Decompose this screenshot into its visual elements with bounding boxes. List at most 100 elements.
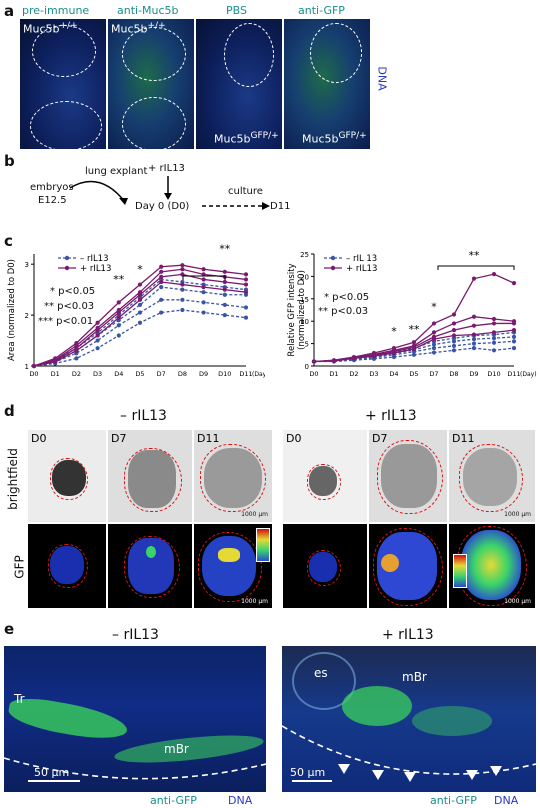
x-tick-label: D2 xyxy=(349,370,358,378)
data-point xyxy=(180,272,185,277)
data-point xyxy=(491,330,497,335)
y-axis-label: Relative GFP intensity xyxy=(287,263,297,356)
arrowhead-marker xyxy=(338,764,350,774)
data-point xyxy=(511,321,517,326)
color-scale xyxy=(256,528,270,562)
day-label: D7 xyxy=(372,432,388,445)
data-point xyxy=(137,282,143,287)
data-point xyxy=(243,305,249,310)
panel-b-letter: b xyxy=(4,152,15,170)
bf-plus-d0: D0 xyxy=(283,430,367,522)
trachea-label: Tr xyxy=(14,692,25,706)
data-point xyxy=(491,316,497,322)
bf-minus-d0: D0 xyxy=(28,430,106,522)
data-point xyxy=(95,320,100,325)
data-point xyxy=(243,315,249,320)
data-point xyxy=(137,297,143,302)
data-point xyxy=(137,292,143,297)
brightfield-label: brightfield xyxy=(5,448,20,510)
y-tick-label: 10 xyxy=(300,318,309,326)
data-point xyxy=(201,310,206,315)
data-point xyxy=(159,269,164,274)
timeline-arrows xyxy=(69,176,270,210)
day-unit-label: (Day) xyxy=(252,371,265,378)
data-point xyxy=(451,348,457,353)
data-point xyxy=(431,342,437,347)
day-label: D7 xyxy=(111,432,127,445)
significance-mark: ** xyxy=(113,273,125,286)
data-point xyxy=(116,323,121,328)
x-tick-label: D7 xyxy=(429,370,438,378)
x-tick-label: D11 xyxy=(239,370,252,378)
significance-mark: * xyxy=(431,300,437,313)
data-point xyxy=(180,297,185,302)
legend-marker xyxy=(64,255,70,261)
legend-marker xyxy=(64,265,70,271)
data-point xyxy=(331,358,337,364)
data-point xyxy=(431,350,437,355)
data-point xyxy=(411,340,417,345)
legend-label: + rIL13 xyxy=(346,264,377,274)
panel-a-header-4: anti-GFP xyxy=(298,4,345,17)
data-point xyxy=(222,279,227,285)
day-label: D11 xyxy=(452,432,475,445)
x-tick-label: D11 xyxy=(507,370,520,378)
panel-a-header-3: PBS xyxy=(226,4,247,17)
main-bronchus-label-plus: mBr xyxy=(402,670,427,684)
data-point xyxy=(471,345,477,351)
data-point xyxy=(471,332,477,337)
gfp-plus-d0 xyxy=(283,524,367,608)
micrograph-pbs: Muc5bGFP/+ xyxy=(196,19,282,149)
day0-label: Day 0 (D0) xyxy=(135,201,190,212)
explant-arrow xyxy=(69,180,126,203)
x-tick-label: D8 xyxy=(449,370,458,378)
legend-label: – rIL 13 xyxy=(346,254,377,264)
micrograph-anti-gfp: Muc5bGFP/+ xyxy=(284,19,370,149)
scale-bar-label: 1000 μm xyxy=(241,598,268,605)
data-point xyxy=(511,345,517,351)
panel-a-header-1: pre-immune xyxy=(22,4,90,17)
stain-gfp-label-left: anti-GFP xyxy=(150,794,197,807)
data-point xyxy=(351,356,357,361)
data-point xyxy=(431,321,437,326)
data-point xyxy=(411,346,417,352)
scale-label: 50 μm xyxy=(34,766,70,779)
data-point xyxy=(222,312,227,318)
stain-dna-label-right: DNA xyxy=(494,794,519,807)
e-group-minus-label: – rIL13 xyxy=(112,627,159,643)
data-point xyxy=(116,310,121,315)
data-point xyxy=(471,337,477,342)
arrowhead-marker xyxy=(372,770,384,780)
data-point xyxy=(471,323,477,328)
x-tick-label: D10 xyxy=(218,370,231,378)
scale-bar xyxy=(28,780,80,782)
micrograph-pre-immune: Muc5b+/+ xyxy=(20,19,106,149)
stain-gfp-label-right: anti-GFP xyxy=(430,794,477,807)
genotype-label: Muc5b xyxy=(111,22,148,36)
gfp-minus-d11: 1000 μm xyxy=(194,524,272,608)
data-point xyxy=(201,290,206,295)
data-point xyxy=(491,336,497,341)
x-tick-label: D7 xyxy=(157,370,166,378)
explant-label: lung explant xyxy=(85,166,148,177)
data-point xyxy=(243,272,249,277)
scale-bar xyxy=(292,780,332,782)
data-point xyxy=(511,281,517,286)
data-point xyxy=(431,337,437,342)
data-point xyxy=(159,310,164,315)
x-tick-label: D3 xyxy=(93,370,102,378)
data-point xyxy=(53,359,58,365)
data-point xyxy=(491,340,497,345)
arrowhead-marker xyxy=(466,770,478,780)
gfp-plus-d7 xyxy=(369,524,447,608)
significance-mark: ** xyxy=(219,243,231,256)
scale-bar-label: 1000 μm xyxy=(241,511,268,518)
day-label: D0 xyxy=(31,432,47,445)
x-tick-label: D5 xyxy=(135,370,144,378)
data-point xyxy=(95,346,100,351)
gfp-stat-2: ** p<0.03 xyxy=(318,306,369,317)
x-tick-label: D4 xyxy=(114,370,123,378)
data-point xyxy=(451,339,457,344)
bf-minus-d11: D11 1000 μm xyxy=(194,430,272,522)
bf-plus-d7: D7 xyxy=(369,430,447,522)
